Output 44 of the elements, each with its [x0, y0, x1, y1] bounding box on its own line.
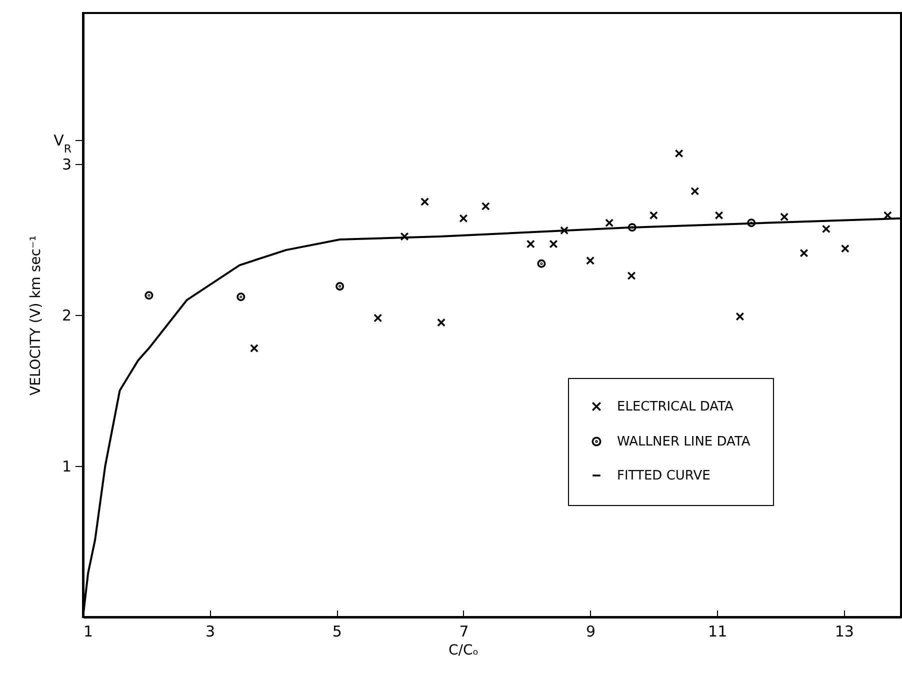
- point: [537, 259, 546, 268]
- point: [481, 202, 490, 211]
- point: [526, 240, 535, 248]
- y-tick-label: 1: [62, 458, 72, 476]
- point: [840, 244, 850, 253]
- point: [780, 212, 789, 222]
- point: [605, 218, 614, 228]
- x-axis-title: C/Cₒ: [448, 642, 479, 658]
- x-tick-label: 7: [459, 622, 469, 640]
- point: [374, 314, 382, 322]
- y-tick-label: 3: [62, 156, 72, 174]
- point: [649, 211, 658, 220]
- point: [560, 226, 569, 235]
- x-tick-label: 1: [84, 622, 94, 640]
- point: [800, 248, 808, 258]
- y-tick-label: 2: [62, 306, 72, 324]
- point: [144, 291, 154, 300]
- point: [549, 240, 558, 248]
- point: [586, 256, 595, 265]
- point: [437, 318, 446, 327]
- legend-label: WALLNER LINE DATA: [617, 434, 750, 450]
- x-tick-label: 11: [708, 622, 728, 640]
- point: [747, 218, 756, 228]
- point: [236, 292, 246, 302]
- point: [674, 149, 684, 158]
- point: [627, 271, 636, 280]
- point: [420, 197, 430, 206]
- point: [736, 312, 744, 321]
- y-axis-title: VELOCITY (V) km sec⁻¹: [28, 236, 44, 396]
- point: [459, 214, 468, 223]
- point: [336, 282, 344, 291]
- x-tick-label: 13: [834, 622, 854, 640]
- x-tick-label: 9: [586, 622, 596, 640]
- point: [822, 224, 830, 234]
- legend-label: ELECTRICAL DATA: [617, 400, 734, 414]
- x-tick-label: 5: [332, 622, 342, 640]
- legend-label: FITTED CURVE: [617, 468, 710, 484]
- x-tick-label: 3: [206, 622, 216, 640]
- point: [250, 344, 258, 352]
- y-tick-label: V$_{R}$: [54, 131, 72, 155]
- point: [690, 186, 700, 196]
- point: [628, 223, 636, 232]
- point: [714, 211, 724, 220]
- point: [400, 232, 409, 241]
